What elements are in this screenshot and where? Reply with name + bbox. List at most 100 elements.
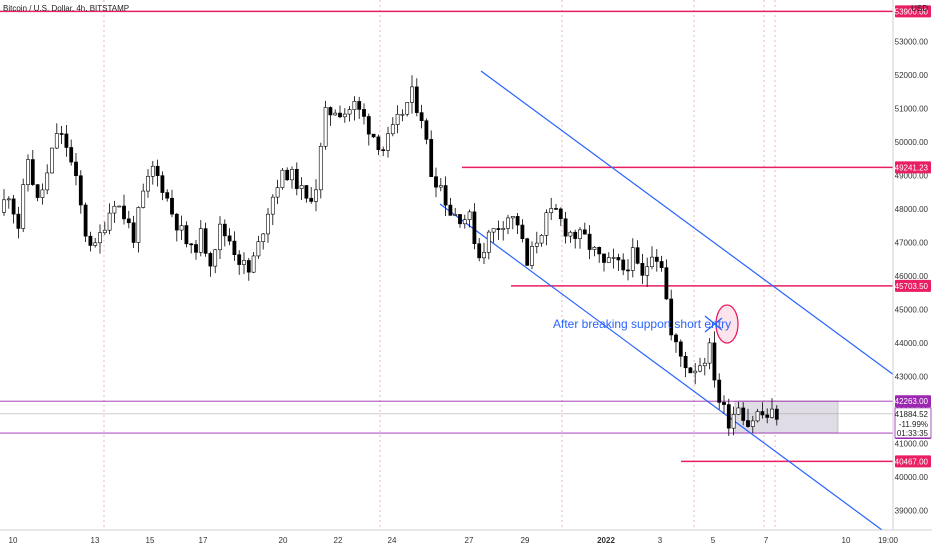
candle-body: [30, 159, 35, 185]
candle-body: [750, 420, 755, 427]
candle-body: [141, 190, 146, 208]
candle-body: [184, 225, 189, 245]
candle-body: [366, 116, 371, 135]
consolidation-box: [734, 400, 839, 434]
candle-body: [674, 334, 678, 343]
candle-body: [640, 263, 645, 276]
candle-body: [573, 231, 578, 239]
candle-body: [736, 407, 741, 415]
candle-body: [669, 298, 674, 336]
candle-body: [45, 172, 50, 191]
candle-body: [347, 109, 352, 115]
candle-body: [275, 187, 280, 198]
candle-body: [741, 407, 746, 421]
candle-body: [429, 139, 434, 177]
candle-body: [371, 133, 376, 138]
candle-body: [602, 253, 606, 263]
candle-body: [357, 101, 362, 110]
candle-body: [189, 243, 194, 246]
candle-body: [40, 189, 45, 198]
candle-body: [122, 205, 126, 220]
candle-body: [160, 175, 165, 193]
candle-body: [621, 259, 626, 271]
x-tick-label: 24: [388, 536, 397, 545]
candle-body: [227, 235, 232, 242]
candle-body: [381, 149, 386, 151]
candle-body: [717, 379, 722, 403]
candle-body: [21, 184, 26, 229]
y-axis-ticks: 39000.0040000.0041000.0042000.0043000.00…: [895, 38, 929, 516]
price-labels: 53900.00 49241.23 45703.50 40467.00 42263.00…: [894, 5, 932, 468]
candle-body: [760, 411, 765, 416]
candle-body: [530, 246, 534, 266]
candle-body: [563, 218, 568, 237]
y-tick-label: 40000.00: [895, 473, 929, 482]
candle-body: [93, 242, 98, 246]
candle-body: [405, 102, 410, 115]
candle-body: [424, 120, 429, 140]
x-axis-ticks: 10 13 15 17 20 22 24 27 29 2022 3 5 7 10 19:00: [9, 536, 899, 545]
candle-body: [578, 229, 582, 239]
candle-body: [290, 169, 294, 181]
candle-body: [554, 208, 558, 210]
candle-body: [328, 107, 333, 116]
candle-body: [146, 176, 150, 192]
annotation-layer: After breaking support short entry: [553, 304, 739, 344]
candle-body: [448, 204, 453, 216]
candle-body: [558, 208, 563, 220]
candle-body: [155, 165, 160, 176]
x-tick-label: 10: [9, 536, 18, 545]
candle-body: [458, 214, 462, 225]
candle-body: [54, 133, 59, 149]
candle-body: [285, 169, 290, 181]
candle-body: [491, 228, 496, 233]
x-tick-label: 17: [199, 536, 208, 545]
y-tick-label: 41000.00: [895, 440, 929, 449]
candle-body: [693, 370, 698, 374]
candle-body: [443, 185, 448, 206]
candle-body: [256, 241, 261, 257]
candle-body: [117, 205, 122, 208]
candle-body: [198, 228, 203, 253]
candle-body: [294, 169, 299, 189]
candle-body: [654, 256, 659, 262]
candle-body: [309, 197, 314, 202]
candle-body: [232, 240, 237, 255]
x-tick-label: 15: [146, 536, 155, 545]
candle-body: [549, 208, 554, 213]
candle-body: [510, 216, 515, 219]
last-price-tag: [894, 407, 932, 439]
candle-body: [203, 228, 208, 254]
price-label-text: 53900.00: [895, 7, 929, 16]
y-tick-label: 52000.00: [895, 71, 929, 80]
candle-body: [352, 101, 357, 110]
candle-body: [102, 229, 107, 234]
horizontal-levels: [0, 10, 893, 463]
candle-body: [645, 266, 650, 276]
y-tick-label: 45000.00: [895, 306, 929, 315]
candle-body: [501, 228, 506, 230]
candle-body: [59, 133, 64, 135]
chart-header-title: Bitcoin / U.S. Dollar, 4h, BITSTAMP: [3, 4, 129, 13]
annotation-text: After breaking support short entry: [553, 317, 731, 331]
candle-body: [78, 175, 83, 206]
candle-body: [165, 192, 170, 199]
candle-body: [731, 414, 736, 429]
candle-body: [323, 107, 328, 147]
candle-body: [712, 342, 717, 381]
candle-body: [477, 243, 482, 259]
candle-body: [664, 267, 669, 300]
candle-body: [280, 169, 285, 188]
candle-body: [611, 257, 616, 259]
candle-body: [213, 249, 218, 267]
price-label-text: 45703.50: [895, 282, 929, 291]
candle-body: [722, 402, 726, 405]
candle-body: [174, 213, 179, 231]
candle-body: [683, 355, 688, 369]
candle-body: [218, 223, 222, 251]
candle-body: [419, 112, 424, 122]
x-tick-label: 3: [658, 536, 663, 545]
candle-body: [765, 414, 770, 418]
currency-label: USD: [911, 4, 928, 13]
x-tick-label: 19:00: [878, 536, 899, 545]
